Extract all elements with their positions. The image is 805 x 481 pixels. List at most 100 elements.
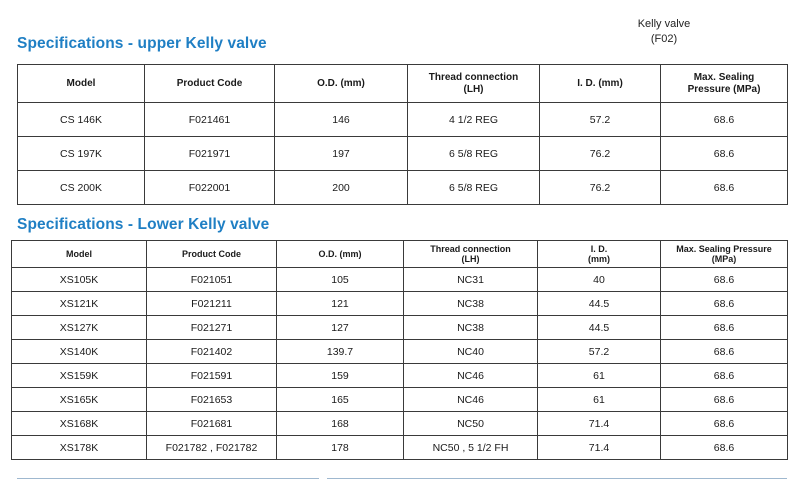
cell-od: 168 <box>276 411 404 436</box>
column-header-thread-connection: Thread connection (LH) <box>407 64 540 103</box>
table-row: XS105K F021051 105 NC31 40 68.6 <box>11 267 788 292</box>
cell-max-sealing-pressure: 68.6 <box>660 363 788 388</box>
column-header-od: O.D. (mm) <box>276 240 404 268</box>
column-header-text: (mm) <box>588 254 610 264</box>
cell-product-code: F021971 <box>144 136 275 171</box>
cell-product-code: F021211 <box>146 291 277 316</box>
table-row: CS 197K F021971 197 6 5/8 REG 76.2 68.6 <box>17 136 788 171</box>
cell-thread-connection: NC38 <box>403 315 538 340</box>
cell-od: 139.7 <box>276 339 404 364</box>
cell-id: 61 <box>537 363 661 388</box>
cell-thread-connection: 6 5/8 REG <box>407 170 540 205</box>
cell-max-sealing-pressure: 68.6 <box>660 411 788 436</box>
column-header-text: (MPa) <box>711 254 737 264</box>
cell-model: XS178K <box>11 435 147 460</box>
cell-od: 105 <box>276 267 404 292</box>
cell-product-code: F021681 <box>146 411 277 436</box>
cell-id: 61 <box>537 387 661 412</box>
upper-table-body: CS 146K F021461 146 4 1/2 REG 57.2 68.6 CS 197… <box>17 102 788 205</box>
table-row: XS168K F021681 168 NC50 71.4 68.6 <box>11 411 788 436</box>
column-header-text: Max. Sealing Pressure <box>676 244 772 254</box>
column-header-od: O.D. (mm) <box>274 64 408 103</box>
cell-thread-connection: NC31 <box>403 267 538 292</box>
document-label-code: (F02) <box>650 33 678 45</box>
cell-thread-connection: 6 5/8 REG <box>407 136 540 171</box>
column-header-text: O.D. (mm) <box>317 77 365 89</box>
cell-product-code: F022001 <box>144 170 275 205</box>
column-header-model: Model <box>17 64 145 103</box>
column-header-text: Product Code <box>176 77 243 89</box>
cell-model: XS168K <box>11 411 147 436</box>
cell-id: 57.2 <box>539 102 661 137</box>
cell-id: 44.5 <box>537 291 661 316</box>
cell-id: 44.5 <box>537 315 661 340</box>
column-header-text: Model <box>66 249 92 259</box>
column-header-thread-connection: Thread connection (LH) <box>403 240 538 268</box>
table-row: XS140K F021402 139.7 NC40 57.2 68.6 <box>11 339 788 364</box>
column-header-id: I. D. (mm) <box>539 64 661 103</box>
cell-model: XS127K <box>11 315 147 340</box>
cell-max-sealing-pressure: 68.6 <box>660 102 788 137</box>
table-row: XS127K F021271 127 NC38 44.5 68.6 <box>11 315 788 340</box>
cell-max-sealing-pressure: 68.6 <box>660 170 788 205</box>
cell-max-sealing-pressure: 68.6 <box>660 291 788 316</box>
column-header-max-sealing-pressure: Max. Sealing Pressure (MPa) <box>660 64 788 103</box>
footer-divider-right <box>327 478 787 479</box>
cell-id: 76.2 <box>539 170 661 205</box>
column-header-text: Thread connection <box>430 244 511 254</box>
cell-product-code: F021782 , F021782 <box>146 435 277 460</box>
cell-max-sealing-pressure: 68.6 <box>660 267 788 292</box>
cell-id: 76.2 <box>539 136 661 171</box>
column-header-text: (LH) <box>461 254 480 264</box>
cell-thread-connection: NC38 <box>403 291 538 316</box>
cell-id: 40 <box>537 267 661 292</box>
column-header-text: (LH) <box>463 83 484 95</box>
cell-thread-connection: NC50 <box>403 411 538 436</box>
column-header-model: Model <box>11 240 147 268</box>
document-label: Kelly valve (F02) <box>594 17 734 47</box>
cell-product-code: F021402 <box>146 339 277 364</box>
upper-kelly-valve-table: Model Product Code O.D. (mm) Thread connect… <box>17 64 788 205</box>
cell-od: 200 <box>274 170 408 205</box>
column-header-text: Max. Sealing <box>693 71 755 83</box>
column-header-id: I. D. (mm) <box>537 240 661 268</box>
upper-table-header-row: Model Product Code O.D. (mm) Thread connect… <box>17 64 788 103</box>
table-row: XS165K F021653 165 NC46 61 68.6 <box>11 387 788 412</box>
cell-thread-connection: 4 1/2 REG <box>407 102 540 137</box>
column-header-text: Product Code <box>181 249 241 259</box>
cell-od: 127 <box>276 315 404 340</box>
cell-od: 159 <box>276 363 404 388</box>
table-row: XS121K F021211 121 NC38 44.5 68.6 <box>11 291 788 316</box>
cell-id: 57.2 <box>537 339 661 364</box>
cell-id: 71.4 <box>537 411 661 436</box>
cell-model: XS105K <box>11 267 147 292</box>
cell-max-sealing-pressure: 68.6 <box>660 315 788 340</box>
cell-model: XS159K <box>11 363 147 388</box>
column-header-text: Thread connection <box>428 71 519 83</box>
cell-thread-connection: NC40 <box>403 339 538 364</box>
cell-product-code: F021653 <box>146 387 277 412</box>
column-header-product-code: Product Code <box>144 64 275 103</box>
column-header-product-code: Product Code <box>146 240 277 268</box>
cell-id: 71.4 <box>537 435 661 460</box>
column-header-text: Pressure (MPa) <box>687 83 761 95</box>
table-row: XS159K F021591 159 NC46 61 68.6 <box>11 363 788 388</box>
cell-max-sealing-pressure: 68.6 <box>660 435 788 460</box>
cell-od: 197 <box>274 136 408 171</box>
cell-model: CS 146K <box>17 102 145 137</box>
lower-table-header-row: Model Product Code O.D. (mm) Thread connect… <box>11 240 788 268</box>
lower-kelly-valve-heading: Specifications - Lower Kelly valve <box>17 216 270 233</box>
column-header-text: I. D. <box>590 244 608 254</box>
cell-thread-connection: NC46 <box>403 387 538 412</box>
document-label-title: Kelly valve <box>637 18 691 30</box>
column-header-text: O.D. (mm) <box>318 249 362 259</box>
cell-model: XS121K <box>11 291 147 316</box>
column-header-text: I. D. (mm) <box>577 77 623 89</box>
cell-thread-connection: NC46 <box>403 363 538 388</box>
table-row: XS178K F021782 , F021782 178 NC50 , 5 1/2 F… <box>11 435 788 460</box>
footer-divider-left <box>17 478 319 479</box>
cell-model: XS140K <box>11 339 147 364</box>
column-header-text: Model <box>66 77 96 89</box>
cell-od: 165 <box>276 387 404 412</box>
cell-od: 178 <box>276 435 404 460</box>
